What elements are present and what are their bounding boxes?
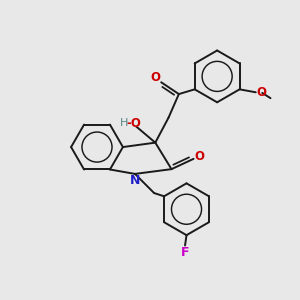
Text: F: F [181, 246, 189, 259]
Text: H: H [120, 118, 128, 128]
Text: O: O [150, 71, 160, 84]
Text: O: O [194, 150, 205, 163]
Text: N: N [130, 174, 140, 187]
Text: -O: -O [126, 117, 141, 130]
Text: O: O [256, 86, 266, 99]
